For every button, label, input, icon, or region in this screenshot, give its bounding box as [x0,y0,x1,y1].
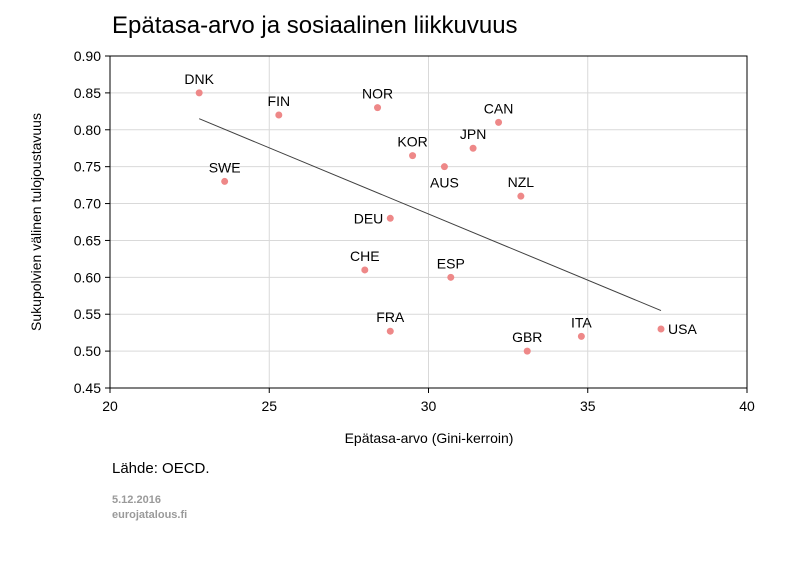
point-label-fin: FIN [268,93,291,109]
point-label-gbr: GBR [512,329,542,345]
point-label-jpn: JPN [460,126,486,142]
y-tick-label: 0.70 [74,196,101,212]
point-label-deu: DEU [354,210,384,226]
point-label-ita: ITA [571,314,592,330]
grid-lines [109,55,748,389]
point-label-kor: KOR [397,134,427,150]
y-tick-label: 0.75 [74,159,101,175]
point-usa [657,325,665,333]
point-label-nor: NOR [362,86,393,102]
y-tick-label: 0.55 [74,306,101,322]
publish-date: 5.12.2016 [112,494,161,506]
point-label-nzl: NZL [508,174,535,190]
plot-frame [109,55,748,389]
point-label-usa: USA [668,321,697,337]
y-tick-label: 0.80 [74,122,101,138]
point-label-fra: FRA [376,309,405,325]
point-nor [374,104,382,112]
y-tick-label: 0.60 [74,269,101,285]
y-tick-label: 0.45 [74,380,101,396]
x-tick-label: 40 [739,398,755,414]
y-axis-label: Sukupolvien välinen tulojoustavuus [28,113,44,331]
site-name: eurojatalous.fi [112,509,188,521]
point-fra [386,327,394,335]
y-tick-label: 0.50 [74,343,101,359]
x-tick-label: 35 [580,398,596,414]
point-can [495,118,503,126]
data-points [195,89,665,355]
trendline [198,118,662,311]
point-label-esp: ESP [437,255,465,271]
y-tick-label: 0.85 [74,85,101,101]
source-note: Lähde: OECD. [112,460,210,477]
x-axis-label: Epätasa-arvo (Gini-kerroin) [345,430,514,446]
point-jpn [469,144,477,152]
x-tick-label: 30 [421,398,437,414]
y-tick-label: 0.65 [74,232,101,248]
point-deu [386,214,394,222]
y-tick-label: 0.90 [74,48,101,64]
point-che [361,266,369,274]
chart-title: Epätasa-arvo ja sosiaalinen liikkuvuus [112,12,518,39]
point-labels: DNK FIN NOR CAN JPN KOR AUS SWE NZL DEU CHE ESP FRA I… [184,71,697,345]
x-tick-label: 25 [261,398,277,414]
point-ita [577,332,585,340]
point-kor [409,152,417,160]
point-swe [221,177,229,185]
x-tick-label: 20 [102,398,118,414]
point-aus [440,163,448,171]
axes: 0.45 0.50 0.55 0.60 0.65 0.70 0.75 0.80 0.85 0.90… [74,48,755,414]
point-label-dnk: DNK [184,71,214,87]
point-label-aus: AUS [430,175,459,191]
point-nzl [517,192,525,200]
point-esp [447,273,455,281]
point-gbr [523,347,531,355]
point-label-can: CAN [484,100,514,116]
point-dnk [195,89,203,97]
trendline-group [198,118,662,311]
point-fin [275,111,283,119]
point-label-swe: SWE [209,159,241,175]
point-label-che: CHE [350,248,380,264]
